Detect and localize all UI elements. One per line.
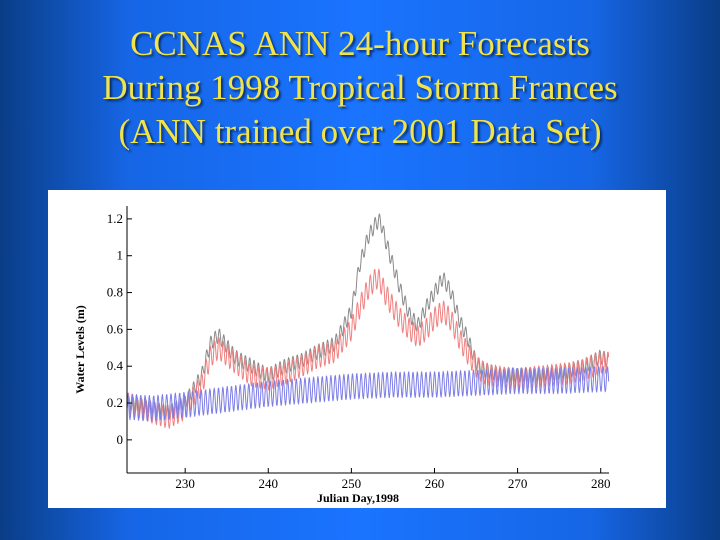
- slide-title-line-1: CCNAS ANN 24-hour Forecasts: [130, 24, 590, 63]
- x-tick-label: 250: [342, 476, 362, 491]
- x-tick-label: 270: [508, 476, 527, 491]
- y-tick-label: 0: [117, 432, 124, 447]
- slide-title-line-2: During 1998 Tropical Storm Frances: [102, 68, 618, 107]
- y-tick-label: 0.8: [107, 285, 123, 300]
- axis-ticks: 230 240 250 260 270 280 0 0.2 0.4 0.6 0.8 1 1.2: [107, 211, 611, 491]
- water-level-chart: 230 240 250 260 270 280 0 0.2 0.4 0.6 0.8 1 1.2 Juli…: [73, 206, 611, 505]
- plot-frame: [126, 206, 609, 474]
- x-tick-label: 230: [175, 476, 195, 491]
- y-tick-label: 1: [117, 248, 124, 263]
- series-line-3: [126, 365, 610, 422]
- series-line-2: [126, 268, 610, 429]
- x-tick-label: 280: [591, 476, 611, 491]
- slide-title: CCNAS ANN 24-hour Forecasts During 1998 …: [0, 22, 720, 154]
- y-tick-label: 0.6: [107, 321, 124, 336]
- y-axis-label: Water Levels (m): [73, 305, 87, 393]
- x-tick-label: 260: [425, 476, 445, 491]
- x-axis-label: Julian Day,1998: [317, 491, 399, 505]
- series-layer: [126, 213, 610, 429]
- y-tick-label: 0.2: [107, 395, 123, 410]
- slide-title-line-3: (ANN trained over 2001 Data Set): [118, 112, 602, 151]
- chart-panel: 230 240 250 260 270 280 0 0.2 0.4 0.6 0.8 1 1.2 Juli…: [48, 190, 666, 508]
- x-tick-label: 240: [259, 476, 279, 491]
- y-tick-label: 0.4: [107, 358, 124, 373]
- y-tick-label: 1.2: [107, 211, 123, 226]
